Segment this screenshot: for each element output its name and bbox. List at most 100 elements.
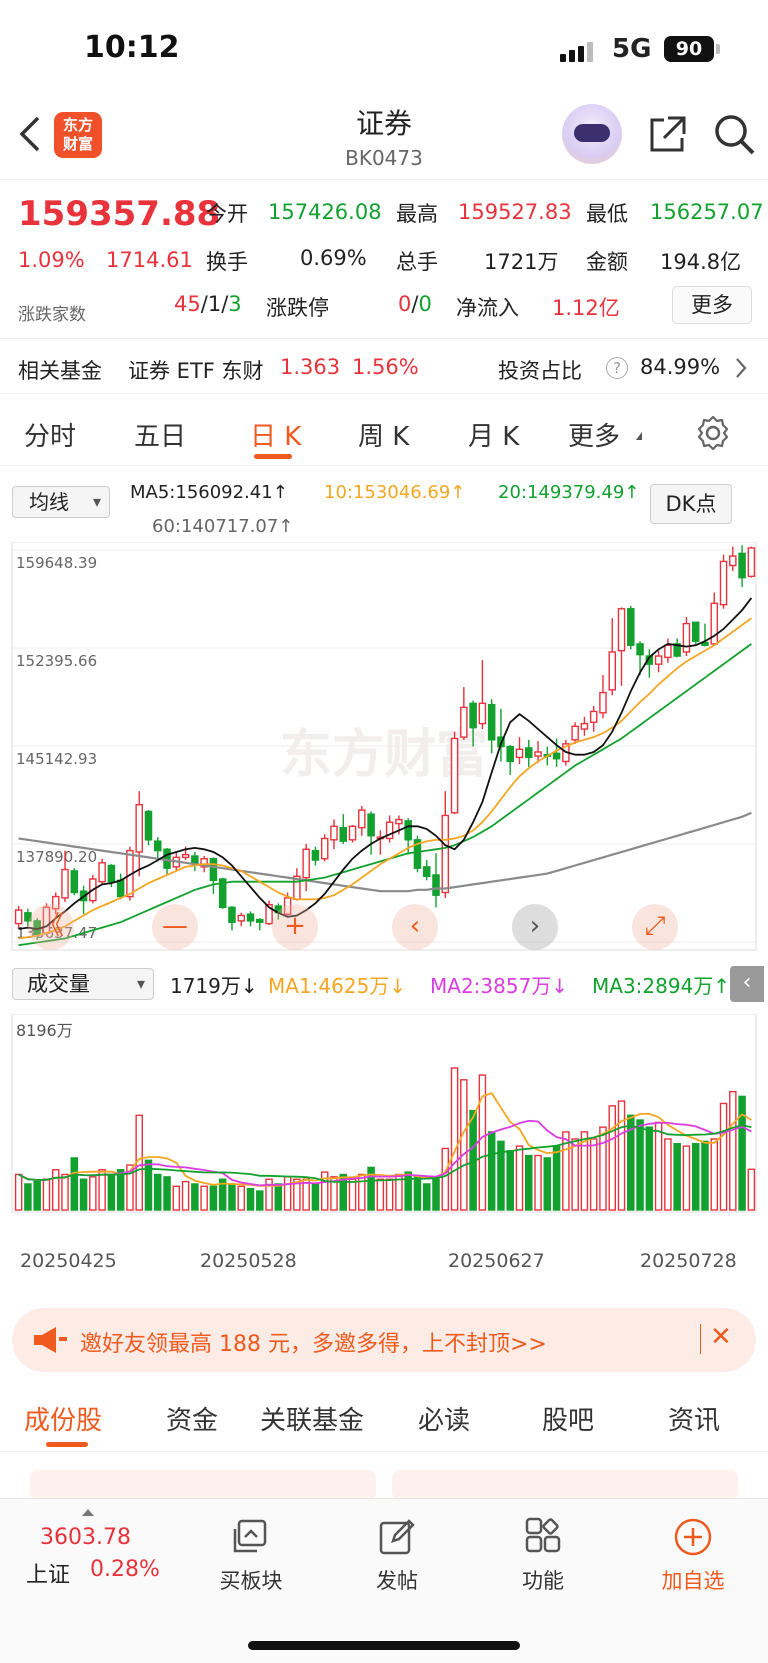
next-button[interactable]: › [512,904,558,950]
candle-body [515,748,524,759]
tab-monthly-k[interactable]: 月 K [468,422,520,452]
high-price: 159527.83 [458,200,572,224]
dk-point-button[interactable]: DK点 [650,484,732,524]
candle-body [320,837,329,860]
candle-body [487,703,496,741]
candle-body [385,821,394,840]
zoom-in-button[interactable]: + [272,904,318,950]
tab-must-read[interactable]: 必读 [418,1406,471,1436]
index-pct[interactable]: 0.28% [90,1557,160,1582]
tab-forum[interactable]: 股吧 [542,1406,595,1436]
low-price: 156257.07 [650,200,764,224]
candle-body [358,809,366,829]
candle-body [469,702,477,729]
volume-bar [293,1178,301,1211]
candle-body [617,608,626,652]
tab-intraday[interactable]: 分时 [24,422,77,452]
vol-ma1-label: MA1:4625万↓ [268,974,407,998]
candle-body [441,814,450,894]
expand-up-icon[interactable] [82,1509,94,1516]
volume-max-label: 8196万 [16,1021,73,1040]
candle-body [608,651,616,691]
tab-news[interactable]: 资讯 [668,1406,721,1436]
candle-body [237,914,245,922]
ma10-label: 10:153046.69↑ [324,482,466,503]
candle-body [116,879,125,898]
y-tick-label: 159648.39 [16,554,97,572]
candlestick-chart[interactable]: 159648.39152395.66145142.93137890.201306… [0,542,768,952]
back-arrow-icon[interactable] [16,114,44,154]
kline-chart-area[interactable]: 均线 MA5:156092.41↑ 10:153046.69↑ 20:14937… [0,466,768,1296]
candle-body [654,655,663,665]
volume-bar [747,1168,756,1211]
volume-bar [506,1150,514,1211]
volume-bar [70,1157,79,1211]
candle-body [729,555,737,567]
buy-sector-button[interactable]: 买板块 [186,1517,316,1595]
zoom-out-button[interactable]: — [152,904,198,950]
index-value[interactable]: 3603.78 [40,1525,131,1550]
tab-constituents[interactable]: 成份股 [24,1406,103,1436]
candle-body [747,547,756,578]
related-fund-row[interactable]: 相关基金 证券 ETF 东财 1.363 1.56% 投资占比 ? 84.99% [0,338,768,394]
add-watchlist-button[interactable]: 加自选 [628,1517,758,1595]
candle-body [460,706,468,738]
tab-weekly-k[interactable]: 周 K [358,422,410,452]
assistant-robot-icon[interactable] [562,104,622,164]
close-icon[interactable]: ✕ [710,1322,732,1352]
edit-pen-icon [379,1519,415,1555]
volume-bar [181,1180,190,1211]
index-name[interactable]: 上证 [26,1563,71,1588]
volume-bar [673,1143,681,1211]
volume-bar [144,1159,153,1211]
indicator-select[interactable]: 均线 [12,486,110,518]
volume-indicator-select[interactable]: 成交量 [12,968,154,1000]
volume-header: 成交量 1719万↓ MA1:4625万↓ MA2:3857万↓ MA3:289… [0,952,768,1012]
collapse-panel-icon[interactable]: ‹ [730,966,764,1002]
volume-bar [200,1185,208,1211]
vol-ma1-line [18,1092,752,1187]
volume-bar [487,1131,496,1211]
x-label-1: 20250425 [20,1250,117,1272]
volume-bar [525,1154,533,1211]
volume-bar [191,1183,199,1211]
candle-body [330,825,338,841]
volume-bar [311,1183,320,1211]
tab-more[interactable]: 更多 [568,422,621,452]
ma60-label: 60:140717.07↑ [152,516,294,537]
post-button[interactable]: 发帖 [332,1517,462,1595]
candle-body [571,725,579,741]
functions-button[interactable]: 功能 [478,1517,608,1595]
tab-related-funds[interactable]: 关联基金 [260,1406,365,1436]
fullscreen-button[interactable]: ⤢ [632,904,678,950]
volume-bar [729,1090,737,1211]
volume-bar [432,1178,440,1211]
more-button[interactable]: 更多 [672,286,752,324]
share-icon[interactable] [646,114,688,156]
candle-body [61,868,69,899]
candle-body [636,643,644,656]
stock-card[interactable] [392,1470,738,1500]
scroll-start-button[interactable]: 《 [28,904,74,950]
tab-five-day[interactable]: 五日 [134,422,187,452]
prev-button[interactable]: ‹ [392,904,438,950]
home-indicator[interactable] [248,1641,520,1650]
stock-card[interactable] [30,1470,376,1500]
candle-body [256,918,264,923]
invite-banner[interactable]: 邀好友领最高 188 元，多邀多得，上不封顶>> ✕ [12,1308,756,1372]
candle-body [691,621,700,642]
search-icon[interactable] [712,112,756,156]
bottom-toolbar: 3603.78 上证 0.28% 买板块 发帖 功能 加自选 [0,1498,768,1663]
volume-bar [172,1185,181,1211]
volume-current: 1719万↓ [170,974,258,998]
settings-gear-icon[interactable] [694,414,732,452]
volume-chart[interactable]: 8196万 [0,1014,768,1214]
candle-body [719,560,728,606]
candle-body [24,912,32,922]
candle-body [478,702,487,725]
tab-funds-flow[interactable]: 资金 [166,1406,219,1436]
tab-daily-k[interactable]: 日 K [250,422,302,452]
volume-bar [654,1121,663,1211]
volume-bar [422,1183,431,1211]
help-icon[interactable]: ? [606,357,628,379]
